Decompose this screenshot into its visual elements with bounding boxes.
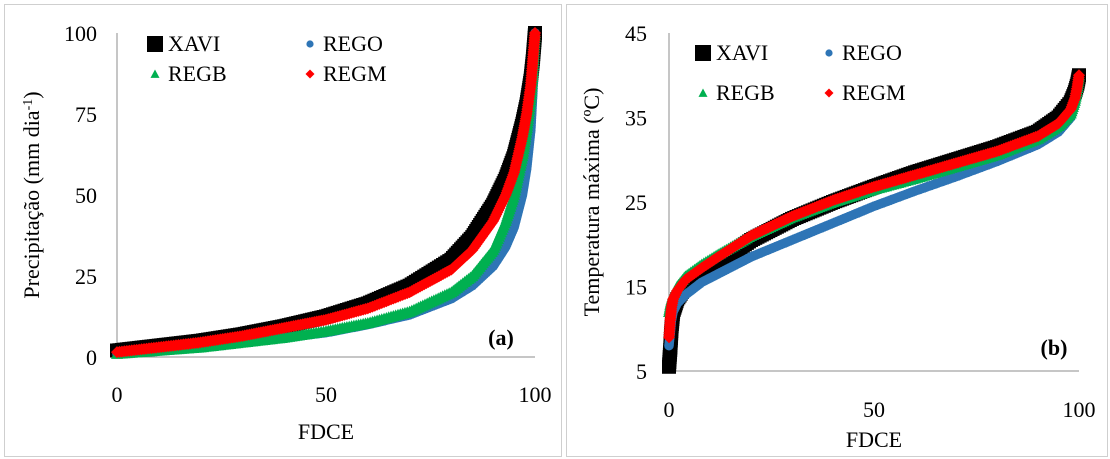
panel-label-b: (b) xyxy=(1041,335,1068,360)
point-regm-b-220 xyxy=(1073,69,1085,82)
series-rego-b xyxy=(664,74,1084,351)
legend-label-regb-b: REGB xyxy=(716,80,775,105)
legend-label-xavi-b: XAVI xyxy=(716,40,768,65)
y-tick-label-a-4: 100 xyxy=(64,21,97,46)
legend-marker-regm-a xyxy=(305,69,315,79)
y-axis-label-superscript-a: -1 xyxy=(21,99,36,111)
chart-panel-a: 0 25 50 75 100 0 50 100 FDCE Precipitação (mm dia… xyxy=(4,4,562,457)
x-tick-label-a-1: 50 xyxy=(315,382,337,407)
point-regm-a-251 xyxy=(529,27,541,39)
legend-label-xavi-a: XAVI xyxy=(168,31,220,56)
legend-marker-regm-b xyxy=(824,88,834,98)
chart-b-svg: 5 15 25 35 45 0 50 100 FDCE Temperatura máxima (º… xyxy=(579,21,1096,452)
legend-marker-xavi-b xyxy=(695,45,711,61)
y-tick-label-a-3: 75 xyxy=(75,102,97,127)
legend-label-rego-a: REGO xyxy=(323,31,383,56)
series-xavi-b xyxy=(662,68,1086,374)
x-tick-label-b-2: 100 xyxy=(1063,397,1096,422)
y-tick-label-b-2: 25 xyxy=(625,190,647,215)
legend-marker-regb-a xyxy=(150,69,160,78)
panel-label-a: (a) xyxy=(488,325,514,350)
x-axis-label-b: FDCE xyxy=(846,427,902,452)
legend-label-regm-b: REGM xyxy=(842,80,906,105)
legend-label-regb-a: REGB xyxy=(168,61,227,86)
y-axis-label-a: Precipitação (mm dia-1) xyxy=(19,91,44,298)
y-tick-label-a-0: 0 xyxy=(86,345,97,370)
y-tick-label-b-0: 5 xyxy=(636,359,647,384)
legend-marker-xavi-a xyxy=(147,36,163,52)
x-axis-label-a: FDCE xyxy=(298,419,354,444)
x-tick-label-b-0: 0 xyxy=(664,397,675,422)
x-tick-label-b-1: 50 xyxy=(863,397,885,422)
x-tick-label-a-2: 100 xyxy=(519,382,552,407)
chart-a-svg: 0 25 50 75 100 0 50 100 FDCE Precipitação (mm dia… xyxy=(19,21,552,444)
y-tick-label-b-1: 15 xyxy=(625,275,647,300)
legend-marker-rego-b xyxy=(825,49,833,57)
y-tick-label-b-4: 45 xyxy=(625,21,647,46)
series-regm-b xyxy=(663,69,1085,344)
series-regm-a xyxy=(111,27,541,359)
y-tick-label-a-2: 50 xyxy=(75,183,97,208)
legend-marker-rego-a xyxy=(306,40,314,48)
y-axis-label-b: Temperatura máxima (ºC) xyxy=(579,88,604,317)
x-tick-label-a-0: 0 xyxy=(112,382,123,407)
legend-label-rego-b: REGO xyxy=(842,40,902,65)
legend-label-regm-a: REGM xyxy=(323,61,387,86)
series-regb-b xyxy=(663,69,1085,317)
y-tick-label-a-1: 25 xyxy=(75,264,97,289)
legend-marker-regb-b xyxy=(698,88,708,97)
y-tick-label-b-3: 35 xyxy=(625,106,647,131)
chart-panel-b: 5 15 25 35 45 0 50 100 FDCE Temperatura máxima (º… xyxy=(566,4,1108,457)
